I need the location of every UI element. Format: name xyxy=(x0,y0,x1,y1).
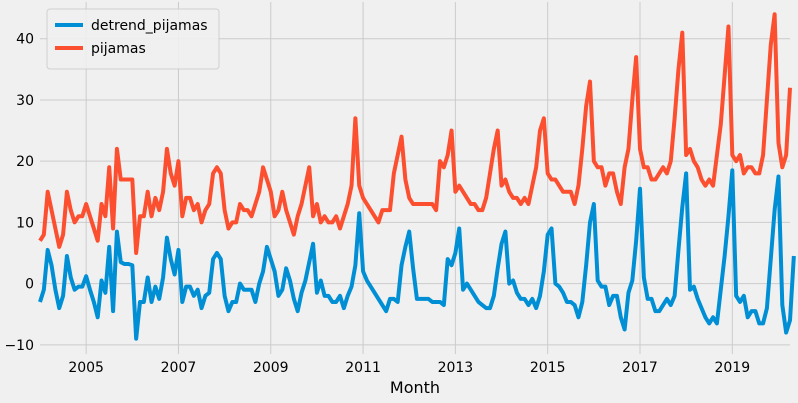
x-tick-label: 2013 xyxy=(438,360,474,376)
series-line-pijamas xyxy=(38,12,792,255)
x-tick-label: 2011 xyxy=(345,360,381,376)
legend: detrend_pijamas pijamas xyxy=(46,8,220,70)
x-tick-label: 2017 xyxy=(622,360,658,376)
x-axis-ticks: 2005 2007 2009 2011 2013 2015 2017 2019 xyxy=(68,360,750,376)
y-tick-label: 40 xyxy=(16,32,34,48)
y-tick-label: 0 xyxy=(25,277,34,293)
x-axis-label: Month xyxy=(390,378,440,397)
x-tick-label: 2009 xyxy=(253,360,289,376)
y-tick-label: −10 xyxy=(4,338,34,354)
y-axis-ticks: −10 0 10 20 30 40 xyxy=(4,32,34,354)
y-tick-label: 20 xyxy=(16,154,34,170)
x-tick-label: 2015 xyxy=(530,360,566,376)
y-tick-label: 30 xyxy=(16,93,34,109)
legend-label-detrend-pijamas: detrend_pijamas xyxy=(91,18,208,34)
x-tick-label: 2005 xyxy=(68,360,104,376)
y-tick-label: 10 xyxy=(16,215,34,231)
legend-label-pijamas: pijamas xyxy=(91,41,146,57)
x-tick-label: 2019 xyxy=(714,360,750,376)
legend-box xyxy=(46,8,220,70)
series-lines xyxy=(38,12,796,341)
series-line-detrend-pijamas xyxy=(38,168,796,341)
x-tick-label: 2007 xyxy=(161,360,197,376)
